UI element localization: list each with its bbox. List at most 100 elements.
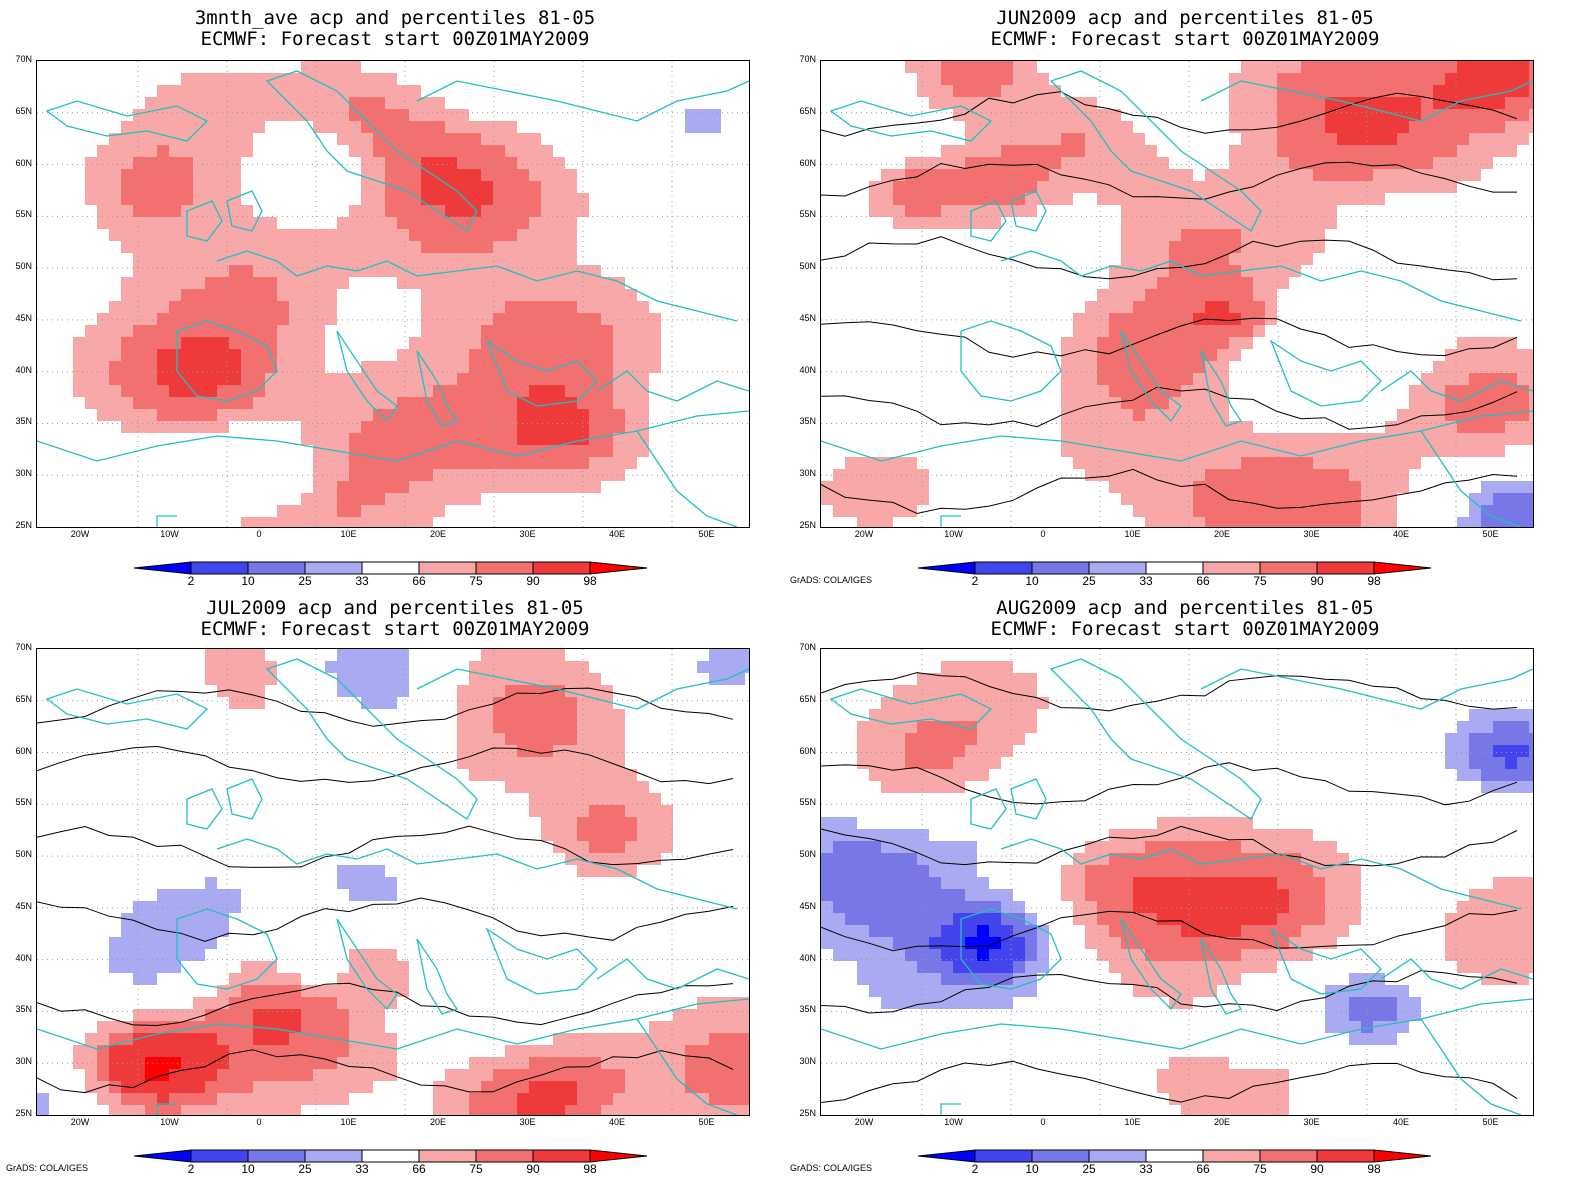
shaded-cell <box>1517 925 1529 937</box>
shaded-cell <box>1037 145 1049 157</box>
shaded-cell <box>869 841 881 853</box>
shaded-cell <box>1205 1105 1217 1115</box>
shaded-cell <box>361 517 373 527</box>
shaded-cell <box>1493 889 1505 901</box>
shaded-cell <box>1049 97 1061 109</box>
shaded-cell <box>1169 481 1181 493</box>
shaded-cell <box>1145 493 1157 505</box>
shaded-cell <box>1385 121 1397 133</box>
shaded-cell <box>1349 73 1361 85</box>
shaded-cell <box>1301 97 1313 109</box>
shaded-cell <box>601 421 613 433</box>
shaded-cell <box>97 217 109 229</box>
shaded-cell <box>421 157 433 169</box>
shaded-cell <box>1373 481 1385 493</box>
shaded-cell <box>613 1045 625 1057</box>
shaded-cell <box>253 1033 265 1045</box>
shaded-cell <box>1481 949 1493 961</box>
shaded-cell <box>1085 181 1097 193</box>
shaded-cell <box>977 181 989 193</box>
coastline <box>596 370 749 402</box>
shaded-cell <box>1157 373 1169 385</box>
lat-tick-label: 35N <box>15 416 32 427</box>
precip-percentile-map <box>821 61 1533 527</box>
shaded-cell <box>241 133 253 145</box>
shaded-cell <box>625 781 637 793</box>
shaded-cell <box>941 661 953 673</box>
shaded-cell <box>845 877 857 889</box>
shaded-cell <box>1037 697 1049 709</box>
shaded-cell <box>241 121 253 133</box>
panel-3month: 3mnth_ave acp and percentiles 81-05 ECMW… <box>0 8 790 598</box>
shaded-cell <box>361 253 373 265</box>
shaded-cell <box>361 229 373 241</box>
shaded-cell <box>905 61 917 73</box>
shaded-cell <box>941 217 953 229</box>
shaded-cell <box>1265 301 1277 313</box>
shaded-cell <box>1145 973 1157 985</box>
shaded-cell <box>217 313 229 325</box>
shaded-cell <box>1121 889 1133 901</box>
shaded-cell <box>433 421 445 433</box>
shaded-cell <box>229 289 241 301</box>
shaded-cell <box>1133 829 1145 841</box>
shaded-cell <box>1205 337 1217 349</box>
shaded-cell <box>325 229 337 241</box>
shaded-cell <box>565 697 577 709</box>
shaded-cell <box>241 1081 253 1093</box>
shaded-cell <box>373 1009 385 1021</box>
shaded-cell <box>1433 109 1445 121</box>
shaded-cell <box>929 889 941 901</box>
shaded-cell <box>421 337 433 349</box>
shaded-cell <box>1529 745 1533 757</box>
lon-tick-label: 20W <box>854 1117 874 1127</box>
shaded-cell <box>409 229 421 241</box>
shaded-cell <box>541 193 553 205</box>
shaded-cell <box>541 337 553 349</box>
shaded-cell <box>241 109 253 121</box>
shaded-cell <box>1241 1093 1253 1105</box>
shaded-cell <box>1241 121 1253 133</box>
shaded-cell <box>169 253 181 265</box>
shaded-cell <box>181 361 193 373</box>
shaded-cell <box>1517 709 1529 721</box>
shaded-cell <box>349 409 361 421</box>
shaded-cell <box>613 409 625 421</box>
shaded-cell <box>1133 325 1145 337</box>
shaded-cell <box>1325 109 1337 121</box>
shaded-cell <box>481 241 493 253</box>
shaded-cell <box>893 685 905 697</box>
shaded-cell <box>941 145 953 157</box>
shaded-cell <box>217 649 229 661</box>
shaded-cell <box>1325 457 1337 469</box>
shaded-cell <box>1049 169 1061 181</box>
shaded-cell <box>1049 109 1061 121</box>
shaded-cell <box>1229 1105 1241 1115</box>
shaded-cell <box>745 1021 749 1033</box>
shaded-cell <box>325 109 337 121</box>
shaded-cell <box>565 841 577 853</box>
shaded-cell <box>553 1045 565 1057</box>
shaded-cell <box>1049 133 1061 145</box>
shaded-cell <box>301 1009 313 1021</box>
shaded-cell <box>1289 217 1301 229</box>
shaded-cell <box>277 397 289 409</box>
shaded-cell <box>1505 769 1517 781</box>
shaded-cell <box>1289 517 1301 527</box>
shaded-cell <box>109 1033 121 1045</box>
shaded-cell <box>1241 925 1253 937</box>
shaded-cell <box>1121 457 1133 469</box>
lon-tick-label: 30E <box>519 1117 536 1127</box>
shaded-cell <box>1133 901 1145 913</box>
shaded-cell <box>217 1093 229 1105</box>
shaded-cell <box>1469 445 1481 457</box>
shaded-cell <box>917 829 929 841</box>
shaded-cell <box>217 133 229 145</box>
shaded-cell <box>1457 373 1469 385</box>
shaded-cell <box>1253 901 1265 913</box>
shaded-cell <box>1073 181 1085 193</box>
shaded-cell <box>685 1057 697 1069</box>
shaded-cell <box>445 469 457 481</box>
shaded-cell <box>1289 109 1301 121</box>
shaded-cell <box>181 1069 193 1081</box>
